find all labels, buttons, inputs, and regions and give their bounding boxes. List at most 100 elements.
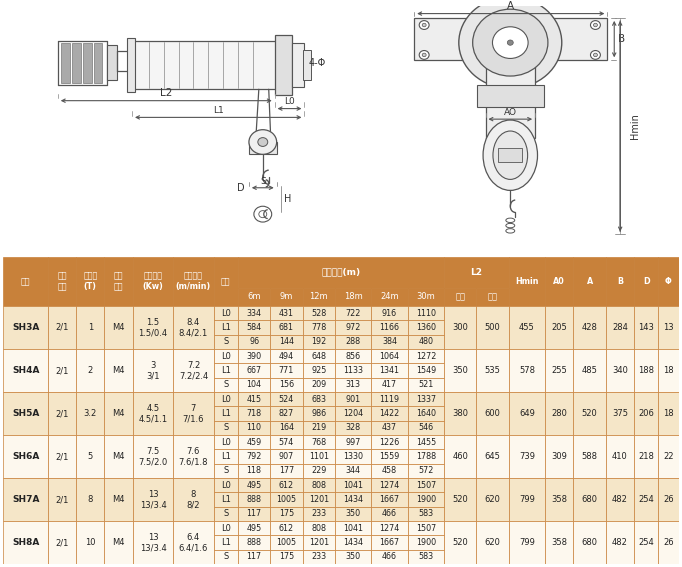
Bar	[408, 320, 444, 335]
Text: 455: 455	[519, 323, 535, 332]
Bar	[408, 521, 444, 535]
Bar	[477, 287, 509, 306]
Bar	[335, 378, 371, 392]
Bar	[634, 349, 658, 392]
Bar	[371, 335, 408, 349]
Text: 340: 340	[612, 366, 628, 375]
Text: L0: L0	[221, 524, 231, 533]
Text: 1274: 1274	[379, 481, 400, 490]
Text: 2/1: 2/1	[55, 366, 69, 375]
Bar	[658, 257, 679, 306]
Text: L0: L0	[221, 438, 231, 447]
Bar	[173, 257, 213, 306]
Text: 620: 620	[485, 495, 501, 504]
Bar	[270, 493, 303, 507]
Text: A: A	[587, 277, 593, 286]
Bar	[213, 450, 238, 464]
Bar	[213, 507, 238, 521]
Bar	[408, 535, 444, 550]
Text: 466: 466	[382, 510, 397, 518]
Text: 7.5
7.5/2.0: 7.5 7.5/2.0	[138, 447, 168, 466]
Text: 4.5
4.5/1.1: 4.5 4.5/1.1	[138, 404, 168, 423]
Text: 528: 528	[311, 308, 327, 318]
Text: 2: 2	[88, 366, 93, 375]
Bar	[303, 349, 335, 363]
Bar	[127, 38, 135, 92]
Text: 768: 768	[311, 438, 326, 447]
Text: 520: 520	[452, 538, 468, 547]
Bar	[173, 306, 213, 349]
Bar	[303, 287, 335, 306]
Bar	[238, 378, 270, 392]
Bar	[509, 435, 545, 478]
Bar	[238, 392, 270, 407]
Bar	[270, 450, 303, 464]
Text: 827: 827	[279, 409, 294, 418]
Text: 358: 358	[551, 495, 567, 504]
Text: 350: 350	[346, 510, 361, 518]
Text: 2/1: 2/1	[55, 495, 69, 504]
Text: 437: 437	[382, 424, 397, 433]
Bar	[213, 378, 238, 392]
Text: 233: 233	[311, 552, 326, 561]
Text: 313: 313	[346, 380, 361, 390]
Bar	[3, 478, 48, 521]
Text: 572: 572	[418, 467, 434, 476]
Text: SH5A: SH5A	[12, 409, 40, 418]
Text: 单速: 单速	[456, 292, 465, 301]
Bar	[408, 464, 444, 478]
Bar	[371, 392, 408, 407]
Bar	[634, 478, 658, 521]
Bar	[238, 320, 270, 335]
Bar	[574, 435, 606, 478]
Text: 524: 524	[279, 395, 294, 404]
Text: L0: L0	[221, 395, 231, 404]
Text: 972: 972	[346, 323, 361, 332]
Bar	[275, 35, 293, 95]
Text: 1341: 1341	[379, 366, 400, 375]
Text: 1434: 1434	[343, 495, 363, 504]
Bar	[48, 435, 76, 478]
Bar	[76, 257, 104, 306]
Bar	[606, 435, 634, 478]
Bar	[238, 435, 270, 450]
Text: 1330: 1330	[343, 452, 363, 461]
Text: 520: 520	[582, 409, 597, 418]
Text: 350: 350	[346, 552, 361, 561]
Text: A: A	[507, 1, 514, 11]
Bar	[658, 392, 679, 435]
Text: 1667: 1667	[379, 538, 400, 547]
Text: 2/1: 2/1	[55, 409, 69, 418]
Text: L1: L1	[221, 409, 231, 418]
Bar	[408, 392, 444, 407]
Bar	[371, 287, 408, 306]
Text: 620: 620	[485, 538, 501, 547]
Bar	[545, 435, 574, 478]
Bar	[270, 507, 303, 521]
Text: 808: 808	[311, 524, 326, 533]
Text: 500: 500	[485, 323, 501, 332]
Bar	[213, 493, 238, 507]
Text: M4: M4	[113, 495, 125, 504]
Bar	[238, 421, 270, 435]
Bar	[303, 535, 335, 550]
Text: 415: 415	[246, 395, 262, 404]
Bar	[3, 257, 48, 306]
Text: 495: 495	[246, 524, 262, 533]
Text: 459: 459	[246, 438, 262, 447]
Bar	[658, 435, 679, 478]
Bar	[303, 50, 311, 81]
Text: 1041: 1041	[343, 481, 363, 490]
Bar	[408, 421, 444, 435]
Text: 3.2: 3.2	[84, 409, 97, 418]
Text: 574: 574	[279, 438, 294, 447]
Text: 1110: 1110	[416, 308, 436, 318]
Bar	[213, 306, 238, 320]
Text: 起升速度
(m/min): 起升速度 (m/min)	[176, 272, 211, 291]
Bar	[104, 306, 133, 349]
Bar	[574, 257, 606, 306]
Text: 458: 458	[382, 467, 397, 476]
Bar	[238, 257, 444, 287]
Bar	[213, 478, 238, 493]
Bar	[3, 435, 48, 478]
